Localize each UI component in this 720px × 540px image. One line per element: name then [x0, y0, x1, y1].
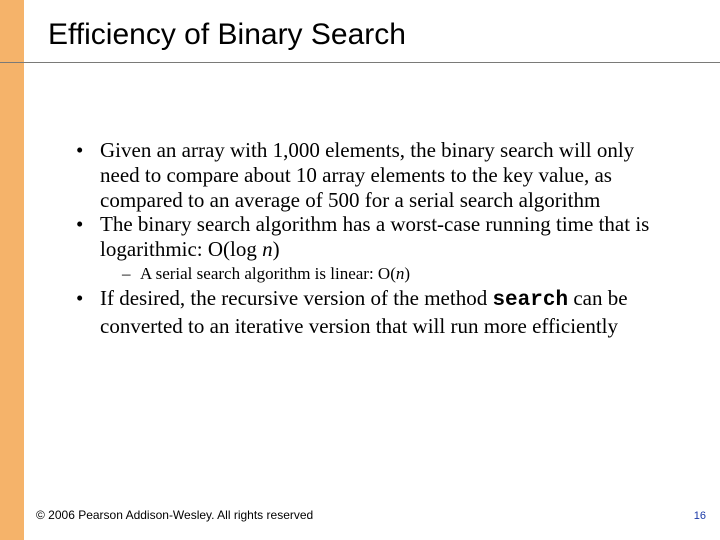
slide-title: Efficiency of Binary Search	[48, 18, 688, 51]
text-chunk: )	[273, 237, 280, 261]
text-chunk: )	[404, 264, 410, 283]
text-chunk: search	[492, 289, 568, 312]
title-region: Efficiency of Binary Search	[48, 18, 688, 51]
copyright-text: © 2006 Pearson Addison-Wesley. All right…	[36, 508, 313, 522]
bullet-list: Given an array with 1,000 elements, the …	[72, 138, 672, 339]
slide-body: Given an array with 1,000 elements, the …	[72, 138, 672, 339]
text-chunk: The binary search algorithm has a worst-…	[100, 212, 649, 261]
page-number: 16	[694, 510, 706, 522]
text-chunk: Given an array with 1,000 elements, the …	[100, 138, 634, 212]
title-underline	[0, 62, 720, 63]
bullet-item: Given an array with 1,000 elements, the …	[72, 138, 672, 212]
text-chunk: If desired, the recursive version of the…	[100, 286, 492, 310]
left-sidebar-accent	[0, 0, 24, 540]
sub-bullet-item: A serial search algorithm is linear: O(n…	[122, 264, 672, 284]
bullet-item: The binary search algorithm has a worst-…	[72, 212, 672, 284]
text-chunk: A serial search algorithm is linear: O(	[140, 264, 396, 283]
sub-bullet-list: A serial search algorithm is linear: O(n…	[100, 264, 672, 284]
slide: Efficiency of Binary Search Given an arr…	[0, 0, 720, 540]
text-chunk: n	[262, 237, 273, 261]
bullet-item: If desired, the recursive version of the…	[72, 286, 672, 339]
